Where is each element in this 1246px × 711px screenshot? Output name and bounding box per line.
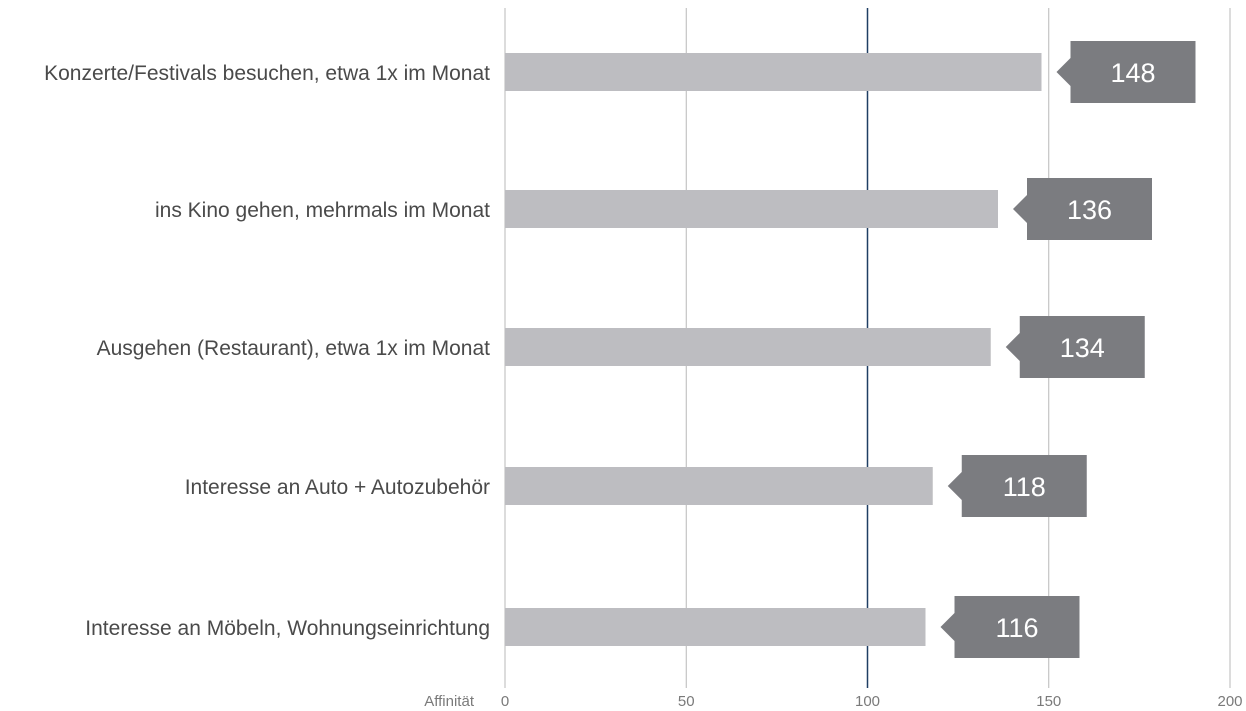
data-label: 116	[995, 613, 1038, 643]
category-label: Interesse an Möbeln, Wohnungseinrichtung	[85, 617, 490, 640]
value-callout	[947, 455, 1087, 517]
bar	[505, 328, 991, 366]
data-label: 118	[1003, 472, 1046, 502]
value-callout	[1013, 178, 1152, 240]
category-label: Interesse an Auto + Autozubehör	[185, 476, 490, 499]
category-label: ins Kino gehen, mehrmals im Monat	[155, 199, 490, 222]
bar	[505, 53, 1042, 91]
x-axis-label: Affinität	[424, 693, 475, 710]
value-callout	[1005, 316, 1145, 378]
x-tick-label: 150	[1036, 693, 1061, 710]
value-callout	[940, 596, 1080, 658]
x-tick-label: 50	[678, 693, 695, 710]
data-label: 148	[1110, 58, 1155, 88]
data-label: 136	[1067, 195, 1112, 225]
category-label: Ausgehen (Restaurant), etwa 1x im Monat	[97, 337, 491, 360]
bar	[505, 467, 933, 505]
category-label: Konzerte/Festivals besuchen, etwa 1x im …	[44, 62, 490, 85]
x-tick-label: 200	[1217, 693, 1242, 710]
bar	[505, 190, 998, 228]
value-callout	[1056, 41, 1196, 103]
x-tick-label: 100	[855, 693, 880, 710]
data-label: 134	[1060, 333, 1105, 363]
x-tick-label: 0	[501, 693, 509, 710]
bar	[505, 608, 926, 646]
